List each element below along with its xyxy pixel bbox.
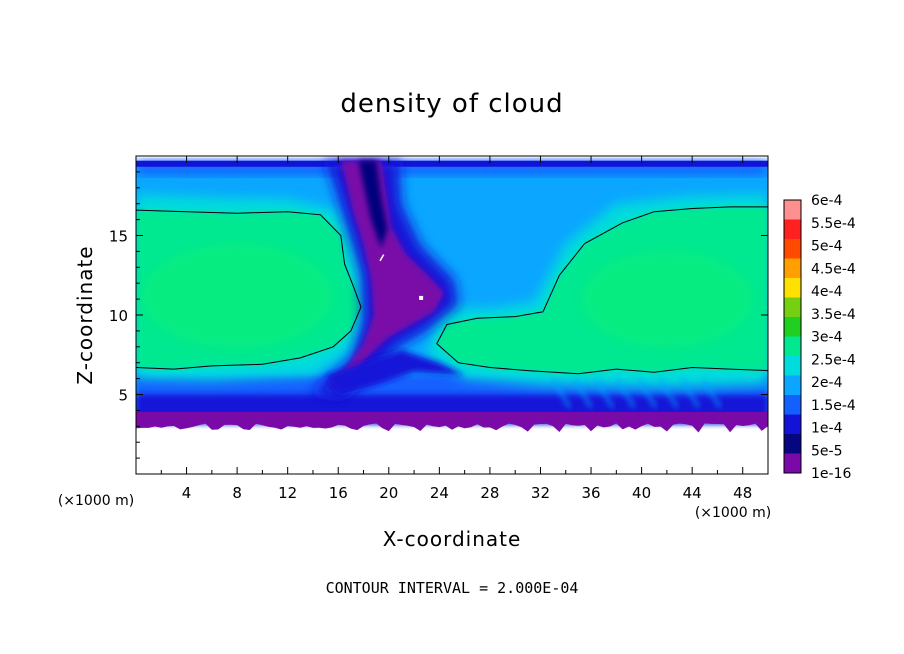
ripple-streak <box>573 377 593 408</box>
colorbar-swatch <box>784 414 801 434</box>
colorbar-label: 1e-4 <box>811 421 843 437</box>
colorbar-swatch <box>784 317 801 337</box>
cloud-top-edge <box>136 160 768 167</box>
white-speck <box>379 254 385 262</box>
lower-streak <box>325 350 465 395</box>
colorbar-label: 4.5e-4 <box>811 261 856 277</box>
green-peak-right <box>581 251 752 348</box>
ripple-streak <box>616 377 636 408</box>
y-axis-label: Z-coordinate <box>73 245 97 384</box>
colorbar-swatch <box>784 453 801 473</box>
colorbar-label: 4e-4 <box>811 284 843 300</box>
x-tick-label: 40 <box>632 484 651 502</box>
colorbar-swatch <box>784 375 801 395</box>
colorbar-label: 1e-16 <box>811 466 851 482</box>
x-tick-label: 12 <box>278 484 297 502</box>
colorbar-label: 3.5e-4 <box>811 307 856 323</box>
colorbar-swatch <box>784 356 801 376</box>
cloud-base-layer <box>136 411 768 424</box>
colorbar-swatch <box>784 219 801 239</box>
colorbar-swatch <box>784 395 801 415</box>
contour-interval-note: CONTOUR INTERVAL = 2.000E-04 <box>326 579 579 597</box>
x-tick-label: 36 <box>581 484 600 502</box>
colorbar-label: 1.5e-4 <box>811 398 856 414</box>
cloud-base-fringe <box>136 418 768 433</box>
colorbar-swatch <box>784 278 801 298</box>
colorbar-frame <box>783 199 802 474</box>
colorbar-label: 5e-5 <box>811 443 842 459</box>
ripple-streak <box>594 377 614 408</box>
y-tick-label: 15 <box>109 228 128 246</box>
x-tick-label: 32 <box>531 484 550 502</box>
colorbar: 1e-16 5e-5 1e-4 1.5e-4 2e-4 2.5e-4 3e-4 3.5e-4 4… <box>783 193 856 482</box>
x-axis-label: X-coordinate <box>383 527 522 551</box>
ripple-streak <box>702 377 722 408</box>
x-axis-unit: (×1000 m) <box>695 505 771 521</box>
x-axis-ticks: 4 8 12 16 20 24 28 32 36 40 44 48 <box>160 156 752 502</box>
y-tick-label: 5 <box>118 387 128 405</box>
chart-title: density of cloud <box>340 89 563 119</box>
x-tick-label: 20 <box>379 484 398 502</box>
colorbar-label: 2e-4 <box>811 375 843 391</box>
x-tick-label: 48 <box>733 484 752 502</box>
contour-lines <box>136 206 768 375</box>
ripple-streak <box>637 377 657 408</box>
channel-dark-core <box>358 160 388 249</box>
ripple-streak <box>659 377 679 408</box>
y-axis-ticks: 5 10 15 <box>109 171 768 459</box>
colorbar-swatch <box>784 239 801 259</box>
x-tick-label: 8 <box>232 484 242 502</box>
density-field <box>136 160 768 433</box>
colorbar-swatch <box>784 200 801 220</box>
colorbar-swatch <box>784 258 801 278</box>
colorbar-swatch <box>784 297 801 317</box>
ripple-streak <box>551 377 571 408</box>
contour-left <box>136 209 362 370</box>
x-tick-label: 24 <box>430 484 449 502</box>
colorbar-swatch <box>784 336 801 356</box>
x-tick-label: 28 <box>480 484 499 502</box>
colorbar-label: 5e-4 <box>811 239 843 255</box>
purple-channel <box>328 160 445 389</box>
contour-right <box>436 206 768 375</box>
colorbar-swatch <box>784 434 801 454</box>
green-peak-left <box>142 243 333 348</box>
colorbar-label: 2.5e-4 <box>811 352 856 368</box>
plot-area <box>136 156 768 474</box>
colorbar-label: 3e-4 <box>811 330 843 346</box>
y-axis-unit: (×1000 m) <box>58 493 134 509</box>
colorbar-label: 6e-4 <box>811 193 843 209</box>
x-tick-label: 16 <box>329 484 348 502</box>
y-tick-label: 10 <box>109 307 128 325</box>
colorbar-label: 5.5e-4 <box>811 216 856 232</box>
x-tick-label: 4 <box>182 484 192 502</box>
white-speck <box>419 295 424 300</box>
ripple-streak <box>680 377 700 408</box>
x-tick-label: 44 <box>683 484 702 502</box>
